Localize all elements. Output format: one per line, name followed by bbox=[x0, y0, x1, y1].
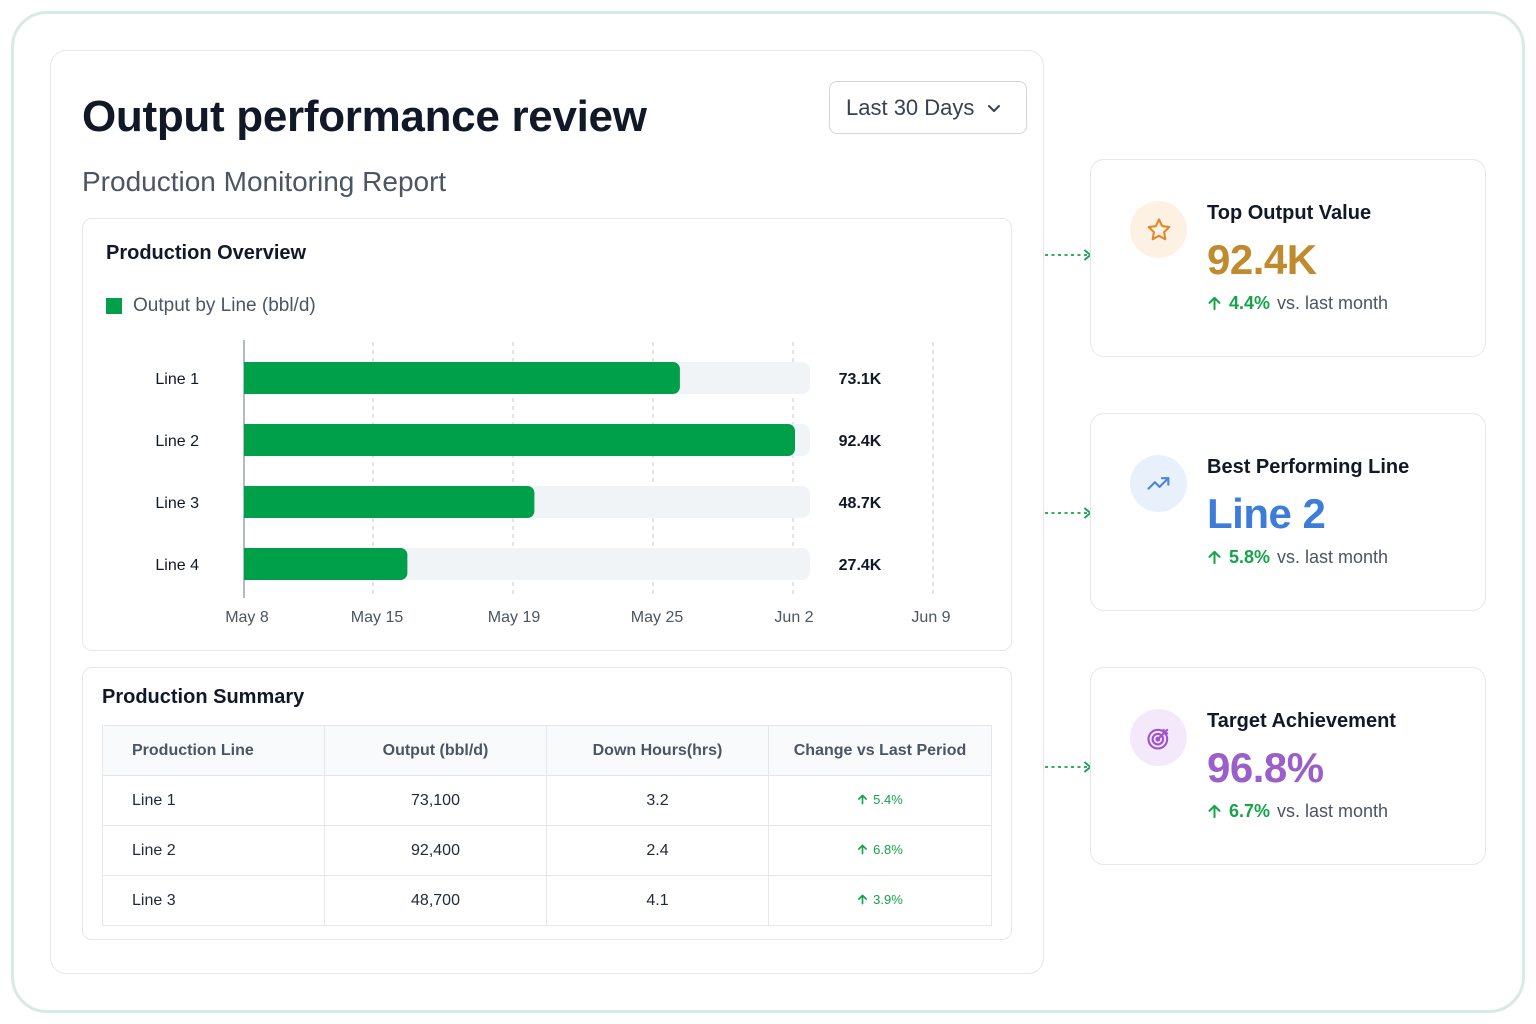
star-icon bbox=[1147, 217, 1170, 240]
change-value: 5.4% bbox=[873, 791, 903, 807]
cell-change: 5.4% bbox=[768, 775, 992, 826]
kpi-delta-suffix: vs. last month bbox=[1277, 293, 1389, 313]
page-title: Output performance review bbox=[82, 92, 647, 141]
category-label: Line 1 bbox=[155, 371, 199, 388]
cell-line: Line 3 bbox=[102, 875, 325, 926]
bar bbox=[244, 486, 535, 518]
production-overview-title: Production Overview bbox=[106, 242, 307, 264]
connector-arrow bbox=[1045, 249, 1092, 261]
x-tick-label: May 25 bbox=[631, 609, 684, 626]
kpi-delta-suffix: vs. last month bbox=[1277, 801, 1389, 821]
bar bbox=[244, 424, 795, 456]
kpi-card-best-line: Best Performing Line Line 2 5.8% vs. las… bbox=[1090, 413, 1486, 611]
x-tick-label: May 19 bbox=[488, 609, 541, 626]
cell-output: 92,400 bbox=[324, 825, 547, 876]
production-summary-table: Production Line Output (bbl/d) Down Hour… bbox=[102, 725, 992, 926]
cell-down-hours: 3.2 bbox=[546, 775, 769, 826]
kpi-delta: 4.4% bbox=[1229, 293, 1271, 313]
bar-left-edge bbox=[244, 486, 254, 518]
legend-swatch bbox=[106, 298, 122, 314]
arrow-up-icon bbox=[858, 894, 868, 904]
kpi-trend: 5.8% vs. last month bbox=[1207, 547, 1388, 568]
x-tick-label: May 15 bbox=[351, 609, 404, 626]
column-header[interactable]: Change vs Last Period bbox=[768, 725, 992, 776]
date-range-value: Last 30 Days bbox=[846, 94, 975, 120]
trending-up-icon bbox=[1146, 476, 1169, 490]
cell-line: Line 1 bbox=[102, 775, 325, 826]
date-range-select[interactable]: Last 30 Days bbox=[829, 81, 1027, 134]
value-label: 27.4K bbox=[839, 557, 882, 574]
kpi-trend: 6.7% vs. last month bbox=[1207, 801, 1388, 822]
category-label: Line 3 bbox=[155, 495, 199, 512]
cell-down-hours: 2.4 bbox=[546, 825, 769, 876]
connector-arrow bbox=[1045, 507, 1092, 519]
kpi-label: Target Achievement bbox=[1207, 710, 1396, 732]
kpi-value: 92.4K bbox=[1207, 236, 1317, 283]
kpi-label: Best Performing Line bbox=[1207, 456, 1410, 478]
arrow-up-icon bbox=[1208, 804, 1221, 819]
arrow-up-icon bbox=[858, 844, 868, 854]
value-label: 92.4K bbox=[839, 433, 882, 450]
table-row: Line 3 48,700 4.1 3.9% bbox=[102, 875, 992, 926]
bar bbox=[244, 548, 408, 580]
column-header[interactable]: Output (bbl/d) bbox=[324, 725, 547, 776]
kpi-card-top-output: Top Output Value 92.4K 4.4% vs. last mon… bbox=[1090, 159, 1486, 357]
category-label: Line 4 bbox=[155, 557, 199, 574]
cell-down-hours: 4.1 bbox=[546, 875, 769, 926]
kpi-value: 96.8% bbox=[1207, 744, 1324, 791]
value-label: 73.1K bbox=[839, 371, 882, 388]
x-tick-label: Jun 2 bbox=[774, 609, 813, 626]
category-label: Line 2 bbox=[155, 433, 199, 450]
table-row: Line 1 73,100 3.2 5.4% bbox=[102, 775, 992, 826]
kpi-value: Line 2 bbox=[1207, 490, 1326, 537]
cell-change: 3.9% bbox=[768, 875, 992, 926]
x-tick-label: May 8 bbox=[225, 609, 269, 626]
cell-output: 73,100 bbox=[324, 775, 547, 826]
cell-output: 48,700 bbox=[324, 875, 547, 926]
kpi-card-target: Target Achievement 96.8% 6.7% vs. last m… bbox=[1090, 667, 1486, 865]
target-icon bbox=[1146, 728, 1168, 750]
kpi-label: Top Output Value bbox=[1207, 202, 1372, 224]
change-value: 6.8% bbox=[873, 841, 903, 857]
chevron-down-icon bbox=[988, 104, 1001, 112]
table-header-row: Production Line Output (bbl/d) Down Hour… bbox=[102, 725, 992, 776]
table-row: Line 2 92,400 2.4 6.8% bbox=[102, 825, 992, 876]
kpi-trend: 4.4% vs. last month bbox=[1207, 293, 1388, 314]
kpi-icon-badge bbox=[1130, 709, 1187, 766]
arrow-up-icon bbox=[1208, 296, 1221, 311]
kpi-icon-badge bbox=[1130, 455, 1187, 512]
column-header[interactable]: Production Line bbox=[102, 725, 325, 776]
kpi-delta: 5.8% bbox=[1229, 547, 1271, 567]
kpi-icon-badge bbox=[1130, 201, 1187, 258]
kpi-delta: 6.7% bbox=[1229, 801, 1271, 821]
arrow-up-icon bbox=[1208, 550, 1221, 565]
bar-left-edge bbox=[244, 362, 254, 394]
cell-change: 6.8% bbox=[768, 825, 992, 876]
connector-arrow bbox=[1045, 761, 1092, 773]
change-value: 3.9% bbox=[873, 891, 903, 907]
bar-left-edge bbox=[244, 548, 254, 580]
output-bar-chart: Line 1 73.1K Line 2 92.4K Line 3 48.7K Line 4 2… bbox=[155, 340, 951, 626]
page-subtitle: Production Monitoring Report bbox=[82, 166, 447, 197]
cell-line: Line 2 bbox=[102, 825, 325, 876]
arrow-up-icon bbox=[858, 794, 868, 804]
chart-legend: Output by Line (bbl/d) bbox=[106, 295, 316, 317]
production-summary-title: Production Summary bbox=[102, 686, 305, 708]
value-label: 48.7K bbox=[839, 495, 882, 512]
x-tick-label: Jun 9 bbox=[911, 609, 950, 626]
kpi-delta-suffix: vs. last month bbox=[1277, 547, 1389, 567]
column-header[interactable]: Down Hours(hrs) bbox=[546, 725, 769, 776]
bar bbox=[244, 362, 680, 394]
bar-left-edge bbox=[244, 424, 254, 456]
legend-label: Output by Line (bbl/d) bbox=[133, 295, 316, 316]
